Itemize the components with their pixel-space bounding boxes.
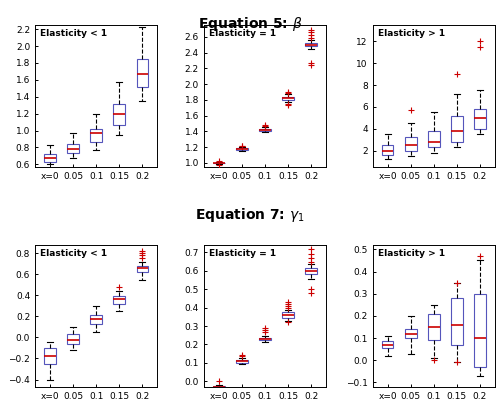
PathPatch shape [44, 348, 56, 364]
Text: Equation 7: $\gamma_1$: Equation 7: $\gamma_1$ [195, 206, 305, 224]
Text: Elasticity < 1: Elasticity < 1 [40, 249, 107, 258]
PathPatch shape [282, 97, 294, 100]
PathPatch shape [405, 329, 416, 338]
PathPatch shape [114, 104, 125, 125]
Text: Elasticity = 1: Elasticity = 1 [208, 29, 276, 38]
PathPatch shape [428, 131, 440, 147]
Text: Elasticity > 1: Elasticity > 1 [378, 249, 444, 258]
PathPatch shape [405, 137, 416, 151]
Text: Elasticity > 1: Elasticity > 1 [378, 29, 444, 38]
PathPatch shape [382, 145, 394, 155]
Text: Elasticity < 1: Elasticity < 1 [40, 29, 107, 38]
PathPatch shape [306, 268, 317, 274]
PathPatch shape [136, 59, 148, 87]
PathPatch shape [236, 148, 248, 150]
PathPatch shape [68, 334, 79, 344]
PathPatch shape [451, 298, 462, 345]
PathPatch shape [306, 43, 317, 46]
PathPatch shape [474, 109, 486, 129]
PathPatch shape [259, 338, 271, 340]
PathPatch shape [474, 294, 486, 367]
PathPatch shape [90, 315, 102, 324]
PathPatch shape [90, 129, 102, 141]
PathPatch shape [44, 154, 56, 162]
PathPatch shape [451, 116, 462, 142]
PathPatch shape [136, 266, 148, 272]
PathPatch shape [428, 314, 440, 340]
PathPatch shape [68, 144, 79, 154]
PathPatch shape [213, 386, 224, 388]
Text: Equation 5: $\beta$: Equation 5: $\beta$ [198, 15, 302, 32]
PathPatch shape [236, 359, 248, 363]
Text: Elasticity = 1: Elasticity = 1 [208, 249, 276, 258]
PathPatch shape [382, 342, 394, 348]
PathPatch shape [282, 312, 294, 318]
PathPatch shape [259, 129, 271, 131]
PathPatch shape [114, 297, 125, 304]
